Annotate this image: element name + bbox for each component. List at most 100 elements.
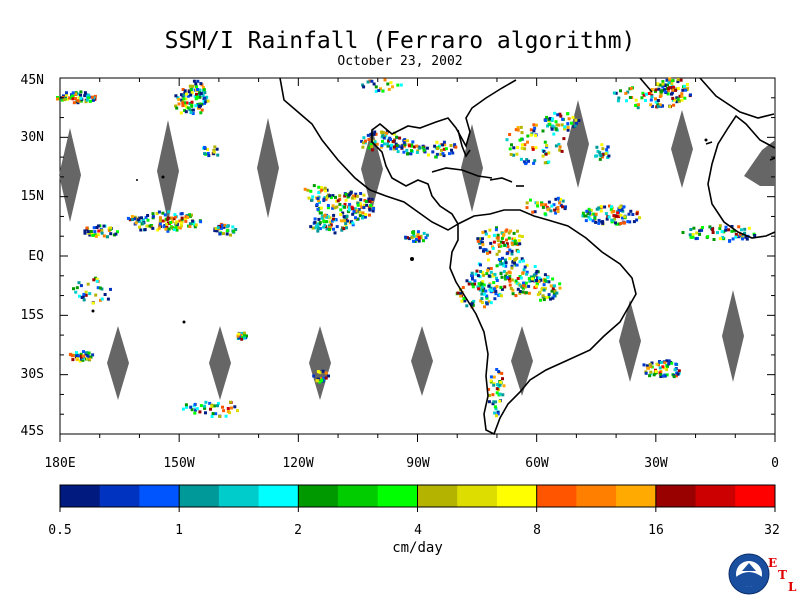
colorbar-swatch (179, 485, 220, 507)
rain-pixel (99, 298, 102, 302)
rain-pixel (316, 379, 320, 383)
rain-pixel (243, 336, 246, 340)
x-label-90w: 90W (406, 456, 430, 471)
rain-pixel (737, 225, 741, 229)
rain-pixel (543, 140, 547, 144)
rain-pixel (692, 226, 696, 230)
rain-pixel (216, 404, 219, 408)
rain-pixel (174, 221, 178, 225)
rain-pixel (744, 235, 748, 239)
rain-pixel (670, 82, 674, 86)
rain-pixel (496, 236, 500, 240)
rain-pixel (204, 100, 208, 104)
rain-pixel (545, 295, 549, 299)
rain-pixel (190, 408, 194, 412)
rain-pixel (194, 408, 198, 412)
rain-pixel (728, 239, 731, 243)
rain-pixel (456, 291, 460, 295)
rain-pixel (100, 287, 104, 291)
rain-pixel (677, 99, 681, 103)
rain-pixel (372, 207, 376, 210)
rain-pixel (326, 204, 330, 207)
rain-pixel (415, 144, 419, 148)
rain-pixel (370, 145, 374, 148)
rain-pixel (534, 271, 538, 275)
rain-pixel (91, 98, 95, 102)
rain-pixel (89, 355, 93, 359)
rain-pixel (222, 232, 225, 236)
rain-pixel (350, 196, 354, 200)
rain-pixel (188, 108, 192, 112)
rain-pixel (324, 189, 327, 193)
rain-pixel (448, 152, 451, 156)
rain-pixel (336, 199, 340, 203)
rain-pixel (138, 225, 141, 229)
rain-pixel (442, 154, 446, 158)
rain-pixel (475, 269, 479, 273)
rain-pixel (642, 93, 646, 97)
rain-pixel (355, 194, 359, 198)
rain-pixel (519, 125, 523, 129)
rain-pixel (626, 220, 630, 224)
rain-pixel (498, 392, 502, 396)
rain-pixel (328, 216, 332, 220)
rain-pixel (577, 119, 581, 122)
rain-pixel (158, 216, 162, 220)
rain-pixel (220, 226, 223, 230)
rain-pixel (563, 125, 567, 129)
rain-pixel (495, 285, 499, 288)
rain-pixel (599, 209, 603, 213)
rain-pixel (318, 380, 322, 384)
rain-pixel (461, 286, 465, 289)
rain-pixel (221, 405, 224, 409)
rain-pixel (346, 210, 350, 214)
rain-pixel (140, 216, 143, 220)
rain-pixel (698, 232, 702, 236)
rain-pixel (471, 277, 474, 281)
rain-pixel (178, 226, 182, 230)
rain-pixel (601, 153, 605, 157)
rain-pixel (323, 213, 327, 217)
rain-pixel (307, 196, 311, 200)
rain-pixel (190, 104, 194, 108)
rain-pixel (199, 82, 203, 86)
rain-pixel (668, 105, 672, 108)
rain-pixel (202, 88, 206, 92)
rain-pixel (156, 228, 160, 232)
rain-pixel (487, 400, 491, 404)
rain-pixel (616, 99, 620, 103)
rain-pixel (552, 203, 556, 207)
rain-pixel (480, 297, 484, 301)
rain-pixel (495, 226, 498, 230)
rain-pixel (385, 131, 389, 135)
rain-pixel (499, 240, 503, 244)
rain-pixel (525, 206, 529, 210)
rain-pixel (555, 291, 559, 295)
rain-pixel (68, 96, 72, 100)
rain-pixel (501, 241, 505, 245)
rain-pixel (470, 282, 474, 286)
rain-pixel (642, 363, 646, 367)
rain-pixel (558, 148, 562, 152)
rain-pixel (516, 126, 520, 130)
rain-pixel (177, 97, 181, 101)
rain-pixel (518, 290, 522, 293)
rain-pixel (183, 109, 187, 112)
rain-pixel (487, 274, 491, 278)
rain-pixel (164, 217, 168, 221)
rain-pixel (591, 219, 595, 223)
rain-pixel (333, 206, 337, 210)
rain-pixel (372, 82, 376, 86)
rain-pixel (595, 154, 599, 158)
rain-pixel (329, 223, 333, 227)
rain-pixel (78, 354, 82, 358)
rain-pixel (374, 132, 378, 136)
rain-pixel (322, 225, 326, 229)
rain-pixel (76, 99, 80, 103)
rain-pixel (688, 233, 692, 237)
rain-pixel (183, 89, 187, 93)
rain-pixel (203, 145, 207, 149)
rain-pixel (522, 284, 526, 288)
rain-pixel (199, 111, 203, 115)
y-label-45n: 45N (20, 73, 44, 88)
